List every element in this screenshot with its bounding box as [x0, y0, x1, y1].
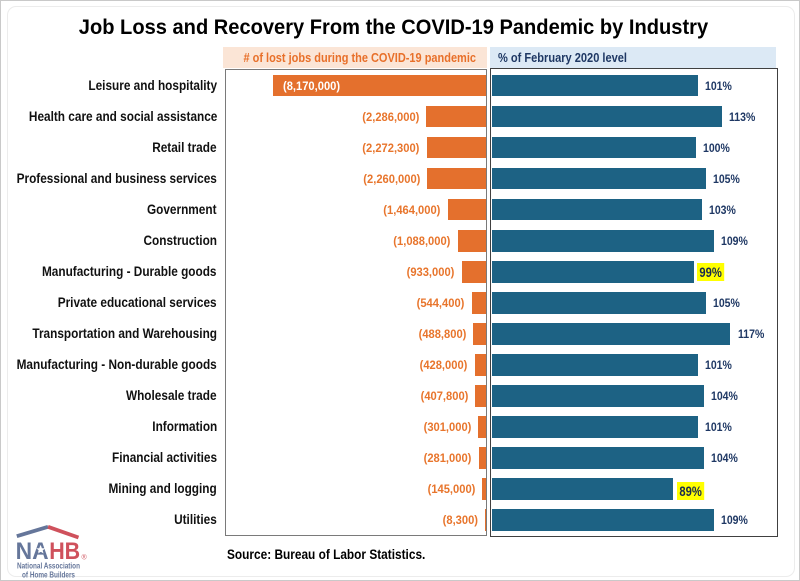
svg-text:®: ® — [82, 554, 88, 562]
svg-text:of Home Builders: of Home Builders — [22, 571, 75, 580]
svg-text:National Association: National Association — [17, 562, 80, 571]
svg-text:HB: HB — [49, 538, 80, 565]
svg-text:NA: NA — [16, 538, 49, 565]
